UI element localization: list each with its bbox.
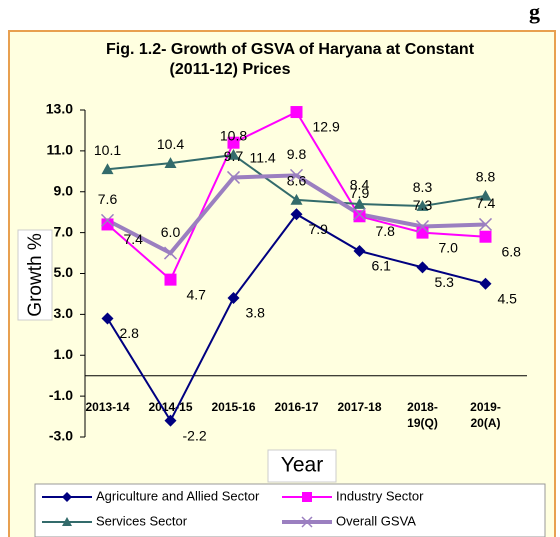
- y-tick-label: 11.0: [47, 142, 74, 158]
- title-line: (2011-12) Prices: [170, 61, 291, 78]
- marker: [227, 136, 240, 149]
- marker: [416, 226, 429, 239]
- legend-item: Overall GSVA: [282, 513, 416, 528]
- data-label: 2.8: [120, 325, 140, 341]
- marker: [290, 208, 303, 221]
- data-label: 8.6: [287, 173, 307, 189]
- marker: [290, 106, 303, 119]
- x-tick-label: 2016-17: [274, 400, 318, 414]
- marker: [353, 210, 366, 223]
- data-label: 4.7: [187, 286, 207, 302]
- y-axis-label: Growth %: [25, 233, 46, 317]
- data-label: 10.4: [157, 136, 184, 152]
- marker: [164, 273, 177, 286]
- data-label: 7.9: [309, 221, 329, 237]
- data-label: 7.9: [350, 185, 370, 201]
- legend-label: Industry Sector: [336, 488, 424, 503]
- y-tick-label: -3.0: [49, 428, 73, 444]
- legend-item: Agriculture and Allied Sector: [42, 488, 260, 503]
- marker: [353, 245, 366, 258]
- legend-label: Services Sector: [96, 513, 188, 528]
- header-fragment: g: [529, 0, 540, 24]
- marker: [227, 148, 240, 160]
- marker: [415, 219, 430, 234]
- data-label: 10.1: [94, 142, 121, 158]
- data-label: 10.8: [220, 128, 247, 144]
- marker: [302, 492, 312, 502]
- marker: [101, 163, 114, 175]
- x-tick-label: 2013-14: [85, 400, 129, 414]
- data-label: 5.3: [435, 274, 455, 290]
- data-label: 7.4: [476, 195, 496, 211]
- x-tick-label: 2019-20(A): [470, 400, 501, 430]
- marker: [479, 230, 492, 243]
- y-tick-label: 7.0: [54, 223, 74, 239]
- marker: [226, 170, 241, 184]
- data-label: 7.3: [413, 197, 433, 213]
- marker: [101, 312, 114, 325]
- legend-box: [34, 483, 546, 537]
- marker: [62, 517, 72, 526]
- y-tick-label: -1.0: [49, 387, 73, 403]
- data-label: 8.3: [413, 179, 433, 195]
- data-label: 7.0: [439, 239, 459, 255]
- marker: [352, 207, 367, 221]
- marker: [416, 200, 429, 211]
- y-tick-label: 3.0: [54, 305, 74, 321]
- data-label: 7.8: [376, 223, 396, 239]
- data-label: 11.4: [250, 149, 276, 165]
- marker: [289, 168, 304, 182]
- marker: [163, 246, 178, 260]
- marker: [164, 157, 177, 168]
- data-label: -2.2: [183, 427, 207, 443]
- x-tick-label: 2015-16: [211, 400, 255, 414]
- data-label: 8.4: [350, 177, 370, 193]
- marker: [353, 198, 366, 209]
- xlabel-box: [267, 449, 337, 483]
- marker: [100, 213, 115, 227]
- data-label: 6.1: [372, 258, 392, 274]
- marker: [301, 516, 313, 528]
- data-label: 9.8: [287, 146, 307, 162]
- y-tick-label: 9.0: [54, 182, 74, 198]
- data-label: 8.8: [476, 169, 496, 185]
- x-tick-label: 2017-18: [337, 400, 381, 414]
- data-label: 6.8: [502, 243, 522, 259]
- marker: [164, 414, 177, 427]
- chart-title: Fig. 1.2- Growth of GSVA of Haryana at C…: [106, 41, 475, 78]
- data-label: 6.0: [161, 224, 181, 240]
- marker: [101, 218, 114, 231]
- marker: [227, 292, 240, 305]
- marker: [290, 193, 303, 205]
- title-line: Fig. 1.2- Growth of GSVA of Haryana at C…: [106, 41, 475, 58]
- marker: [479, 189, 492, 201]
- legend-item: Industry Sector: [282, 488, 424, 503]
- data-label: 7.4: [124, 231, 144, 247]
- x-axis-label: Year: [281, 454, 323, 477]
- legend-item: Services Sector: [42, 513, 188, 528]
- marker: [62, 492, 72, 502]
- y-tick-label: 5.0: [54, 264, 74, 280]
- marker: [416, 261, 429, 274]
- data-label: 7.6: [98, 191, 118, 207]
- y-tick-label: 1.0: [54, 346, 74, 362]
- marker: [478, 217, 493, 231]
- marker: [479, 277, 492, 290]
- legend-label: Overall GSVA: [336, 513, 416, 528]
- data-label: 4.5: [498, 290, 518, 306]
- ylabel-box: [17, 229, 53, 321]
- data-label: 3.8: [246, 305, 266, 321]
- legend-label: Agriculture and Allied Sector: [96, 488, 260, 503]
- data-label: 9.7: [224, 148, 244, 164]
- x-tick-label: 2018-19(Q): [407, 400, 438, 430]
- y-tick-label: 13.0: [46, 101, 73, 117]
- x-tick-label: 2014-15: [148, 400, 192, 414]
- data-label: 12.9: [313, 119, 340, 135]
